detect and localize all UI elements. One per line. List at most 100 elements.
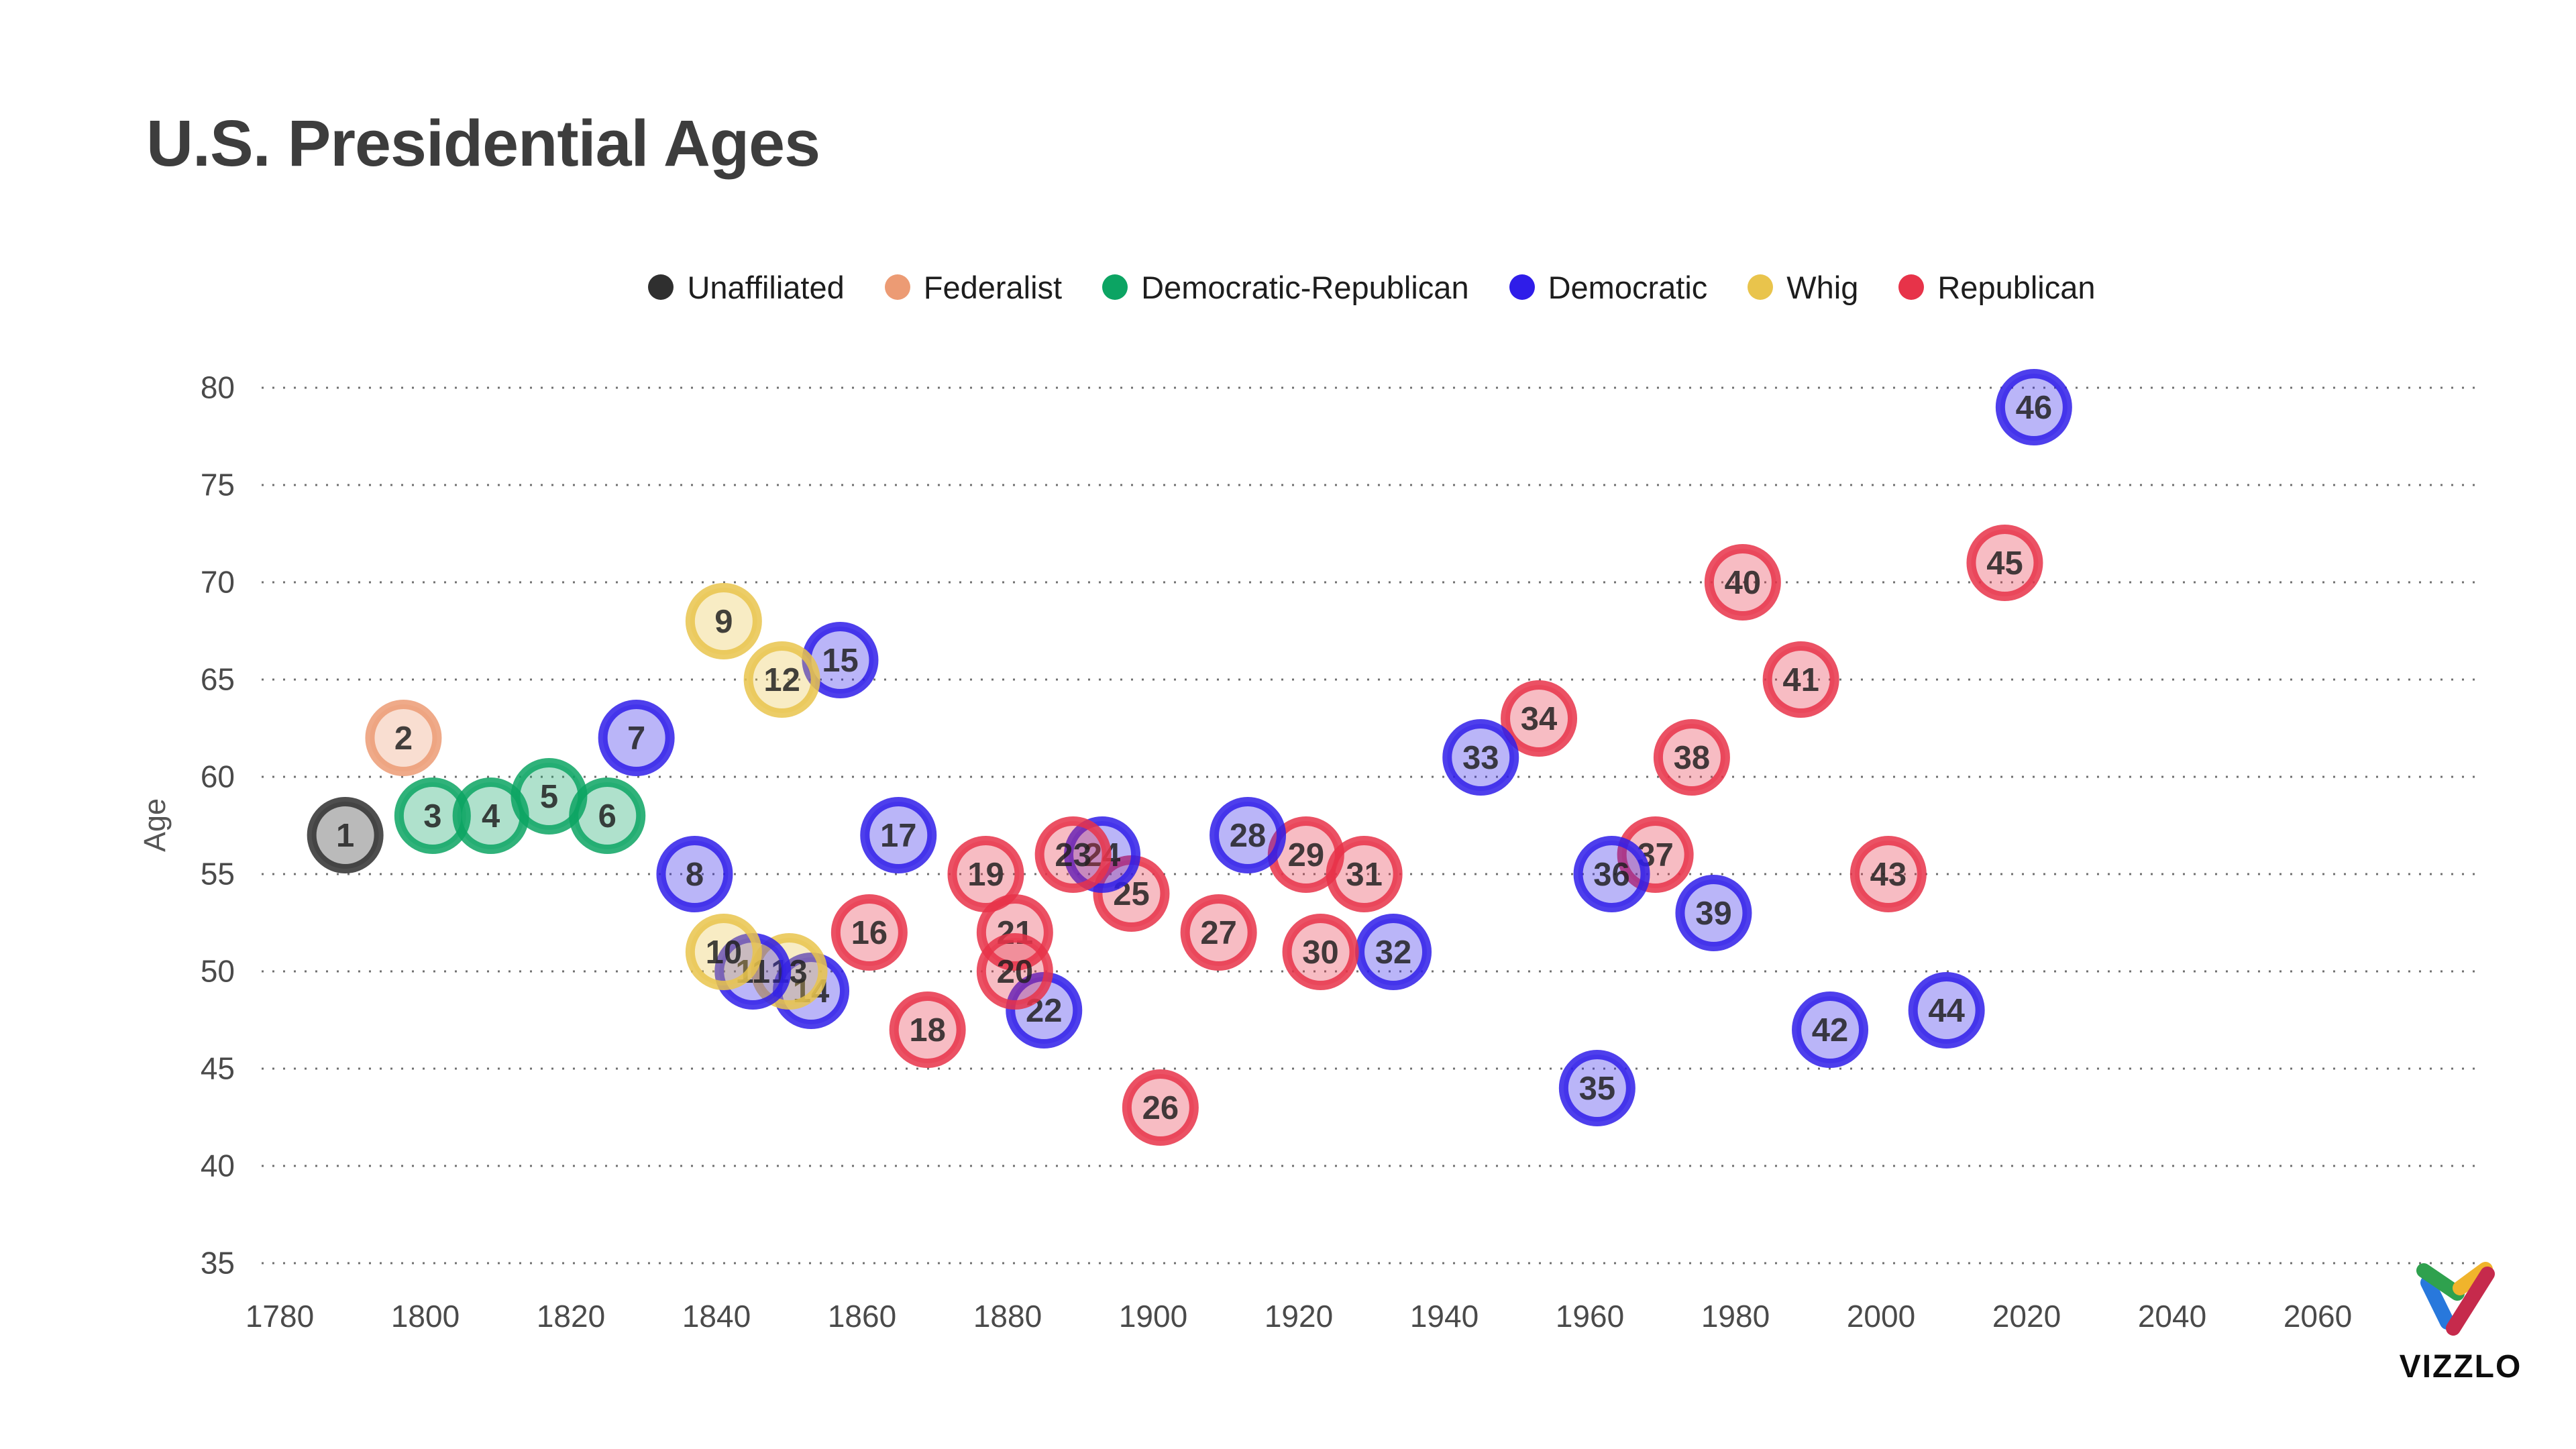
bubble-number: 39 xyxy=(1695,896,1732,932)
vizzlo-wordmark: VIZZLO xyxy=(2399,1349,2522,1385)
bubble-number: 41 xyxy=(1782,662,1819,698)
bubble-number: 32 xyxy=(1375,934,1412,971)
data-point-19: 19 xyxy=(947,836,1024,912)
legend-dot-democratic-republican xyxy=(1102,274,1128,300)
x-tick-2020: 2020 xyxy=(1992,1299,2061,1334)
bubble-number: 26 xyxy=(1142,1090,1179,1126)
data-point-39: 39 xyxy=(1675,875,1752,951)
legend-dot-unaffiliated xyxy=(648,274,674,300)
y-tick-60: 60 xyxy=(201,759,235,794)
bubble-number: 38 xyxy=(1674,740,1711,776)
legend-item-federalist: Federalist xyxy=(884,269,1063,306)
bubble-number: 20 xyxy=(997,954,1034,990)
data-point-7: 7 xyxy=(598,700,675,776)
bubble-number: 16 xyxy=(851,915,888,951)
y-tick-55: 55 xyxy=(201,857,235,892)
bubble-democratic-republican xyxy=(394,777,471,854)
legend-item-democratic-republican: Democratic-Republican xyxy=(1102,269,1469,306)
chart-title: U.S. Presidential Ages xyxy=(146,107,820,180)
bubble-democratic xyxy=(1355,914,1432,990)
bubble-republican xyxy=(1762,641,1839,718)
bubble-number: 40 xyxy=(1725,565,1762,601)
x-tick-1880: 1880 xyxy=(973,1299,1042,1334)
bubble-number: 33 xyxy=(1462,740,1499,776)
legend-dot-democratic xyxy=(1509,274,1535,300)
data-point-21: 21 xyxy=(976,894,1053,971)
bubble-number: 6 xyxy=(598,798,616,835)
y-tick-75: 75 xyxy=(201,468,235,502)
legend-label: Democratic xyxy=(1548,269,1708,305)
legend-dot-federalist xyxy=(884,274,910,300)
y-tick-50: 50 xyxy=(201,954,235,989)
bubble-republican xyxy=(889,991,966,1068)
bubble-number: 27 xyxy=(1200,915,1237,951)
bubble-democratic xyxy=(1442,719,1519,796)
data-point-3: 3 xyxy=(394,777,471,854)
bubble-republican xyxy=(947,836,1024,912)
bubble-number: 8 xyxy=(686,857,704,893)
data-point-46: 46 xyxy=(1995,369,2072,445)
x-tick-1780: 1780 xyxy=(246,1299,314,1334)
bubble-democratic xyxy=(1792,991,1869,1068)
bubble-democratic xyxy=(860,797,937,873)
data-point-45: 45 xyxy=(1966,525,2043,601)
data-point-8: 8 xyxy=(656,836,733,912)
bubble-number: 28 xyxy=(1230,818,1267,854)
bubble-number: 1 xyxy=(336,818,354,854)
x-tick-1840: 1840 xyxy=(682,1299,751,1334)
bubble-democratic xyxy=(1995,369,2072,445)
x-tick-1800: 1800 xyxy=(391,1299,460,1334)
bubble-number: 2 xyxy=(394,720,413,757)
bubble-number: 7 xyxy=(627,720,645,757)
data-point-30: 30 xyxy=(1282,914,1359,990)
vizzlo-logo-icon xyxy=(2416,1262,2495,1336)
legend-item-democratic: Democratic xyxy=(1509,269,1708,306)
legend-item-whig: Whig xyxy=(1748,269,1858,306)
data-point-12: 12 xyxy=(743,641,820,718)
bubble-republican xyxy=(1617,816,1694,893)
legend-label: Federalist xyxy=(923,269,1063,305)
y-tick-80: 80 xyxy=(201,370,235,405)
legend-dot-republican xyxy=(1898,274,1925,300)
y-tick-45: 45 xyxy=(201,1051,235,1086)
data-point-34: 34 xyxy=(1501,680,1578,757)
data-point-33: 33 xyxy=(1442,719,1519,796)
bubble-republican xyxy=(1966,525,2043,601)
bubble-number: 12 xyxy=(763,662,800,698)
data-point-36: 36 xyxy=(1573,836,1650,912)
bubble-whig xyxy=(743,641,820,718)
data-point-32: 32 xyxy=(1355,914,1432,990)
data-point-31: 31 xyxy=(1326,836,1403,912)
bubble-number: 19 xyxy=(967,857,1004,893)
data-point-40: 40 xyxy=(1704,544,1781,621)
x-tick-2040: 2040 xyxy=(2138,1299,2206,1334)
bubble-democratic xyxy=(1573,836,1650,912)
bubble-federalist xyxy=(365,700,442,776)
bubble-number: 30 xyxy=(1302,934,1339,971)
legend-item-republican: Republican xyxy=(1898,269,2096,306)
bubble-republican xyxy=(1849,836,1927,912)
bubble-number: 42 xyxy=(1812,1012,1849,1049)
bubble-republican xyxy=(1180,894,1257,971)
legend-label: Unaffiliated xyxy=(687,269,845,305)
x-tick-1960: 1960 xyxy=(1556,1299,1624,1334)
data-point-9: 9 xyxy=(685,583,762,659)
bubble-number: 31 xyxy=(1346,857,1383,893)
bubble-democratic xyxy=(1908,972,1985,1049)
bubble-number: 45 xyxy=(1986,545,2023,582)
bubble-republican xyxy=(1501,680,1578,757)
bubble-republican xyxy=(1704,544,1781,621)
bubble-democratic-republican xyxy=(452,777,529,854)
x-tick-1860: 1860 xyxy=(828,1299,896,1334)
data-point-22: 22 xyxy=(1006,972,1083,1049)
x-tick-1820: 1820 xyxy=(537,1299,605,1334)
y-axis-title: Age xyxy=(138,798,172,852)
data-point-17: 17 xyxy=(860,797,937,873)
bubble-number: 3 xyxy=(423,798,441,835)
x-tick-1980: 1980 xyxy=(1701,1299,1770,1334)
bubble-number: 9 xyxy=(714,604,733,640)
bubble-republican xyxy=(976,894,1053,971)
data-point-28: 28 xyxy=(1210,797,1287,873)
data-point-44: 44 xyxy=(1908,972,1985,1049)
